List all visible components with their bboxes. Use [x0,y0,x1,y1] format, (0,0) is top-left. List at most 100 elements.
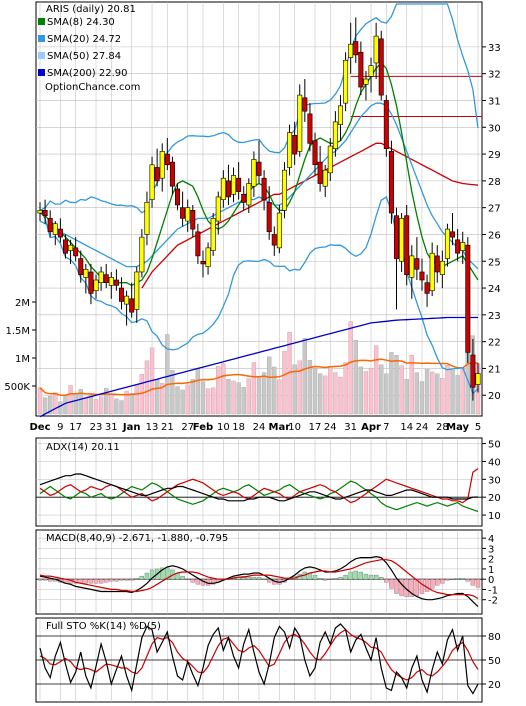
volume-bar [114,398,119,415]
volume-bar [68,385,73,415]
macd-histogram-bar [88,579,94,584]
adx-y-axis: 50 40 30 20 10 [482,440,501,522]
macd-histogram-bar [435,579,440,586]
candle-body [169,161,175,187]
legend-title: ARIS (daily) 20.81 [46,4,136,15]
macd-histogram-bar [440,579,445,584]
candle-body [154,167,160,182]
volume-bar [180,389,185,415]
stochastic-tick-label: 50 [488,656,501,667]
volume-bar [88,394,94,415]
candle-body [332,121,338,150]
candle-body [322,169,328,187]
volume-bar [460,367,465,415]
candle-body [439,260,445,275]
candle-body [118,287,124,302]
volume-bar [256,376,262,415]
macd-histogram-bar [465,579,470,582]
candle-body [134,271,140,310]
volume-bar [353,339,358,415]
volume-bar [435,373,440,415]
date-tick-label: 24 [324,422,337,433]
macd-histogram-bar [185,579,190,580]
macd-histogram-bar [195,579,201,585]
price-y-axis: 20 21 22 23 24 25 26 27 28 29 30 31 32 33 [482,43,501,402]
volume-bar [363,371,369,415]
stochastic-panel: 80 50 20 Full STO %K(14) %D(5) [35,617,501,703]
macd-tick-label: -1 [488,585,498,596]
volume-bar [185,384,190,415]
volume-tick-label: 500K [4,382,30,393]
macd-histogram-bar [333,578,338,580]
macd-tick-label: 0 [488,575,494,586]
volume-bar [455,375,460,415]
date-tick-label: 24 [253,422,266,433]
macd-histogram-bar [144,572,150,580]
volume-bar [379,364,384,415]
candle-body [266,202,272,233]
date-tick-label: 18 [232,422,245,433]
macd-histogram-bar [312,574,318,580]
volume-bar [317,373,323,415]
volume-bar [307,360,313,415]
candle-body [241,193,247,203]
date-tick-label: Jan [122,422,141,433]
stochastic-d-line [39,628,479,681]
candle-body [327,145,333,174]
price-candles [37,17,481,401]
candle-body [68,244,74,251]
candle-body [383,100,389,150]
candle-body [394,215,400,259]
volume-y-axis: 2M 1.5M 1M 500K [4,298,36,393]
price-tick-label: 23 [488,311,501,322]
adx-tick-label: 30 [488,475,501,486]
macd-histogram-bar [445,579,450,581]
macd-histogram-bar [251,576,257,580]
price-tick-label: 29 [488,150,501,161]
candle-body [287,132,293,168]
price-tick-label: 25 [488,257,501,268]
date-tick-label: 27 [181,422,194,433]
candle-body [363,78,369,85]
candle-body [200,260,206,265]
candle-body [429,252,435,292]
legend-swatch-sma200 [38,69,45,76]
candle-body [210,218,216,251]
candle-body [113,279,119,286]
candle-body [47,218,53,233]
candle-body [404,215,410,275]
legend-sma8: SMA(8) 24.30 [47,17,115,28]
macd-histogram-bar [475,579,481,588]
volume-bar [42,397,48,415]
candle-body [368,65,374,77]
volume-bar [399,365,404,415]
candle-body [409,255,415,278]
candle-body [73,247,79,257]
macd-histogram-bar [83,579,88,584]
volume-bar [323,375,328,415]
candle-body [373,35,379,64]
volume-bar [37,387,43,415]
candle-body [42,210,48,216]
volume-bar [368,367,374,415]
macd-histogram-bar [48,579,53,582]
price-tick-label: 21 [488,364,501,375]
volume-bar [358,366,364,415]
candle-body [317,161,323,184]
macd-histogram-bar [414,579,420,596]
candle-body [419,271,425,281]
macd-histogram-bar [450,579,455,580]
candle-body [159,151,165,179]
candle-body [37,210,43,214]
macd-histogram-bar [124,579,129,581]
macd-histogram-bar [455,578,460,580]
macd-histogram-bar [373,574,379,580]
volume-bar [211,387,216,415]
date-tick-label: 17 [69,422,82,433]
candle-body [225,180,231,198]
sma200-line [39,316,478,418]
candle-body [455,239,461,254]
macd-histogram-bar [470,579,476,586]
volume-bar [419,381,425,415]
adx-tick-label: 20 [488,493,501,504]
